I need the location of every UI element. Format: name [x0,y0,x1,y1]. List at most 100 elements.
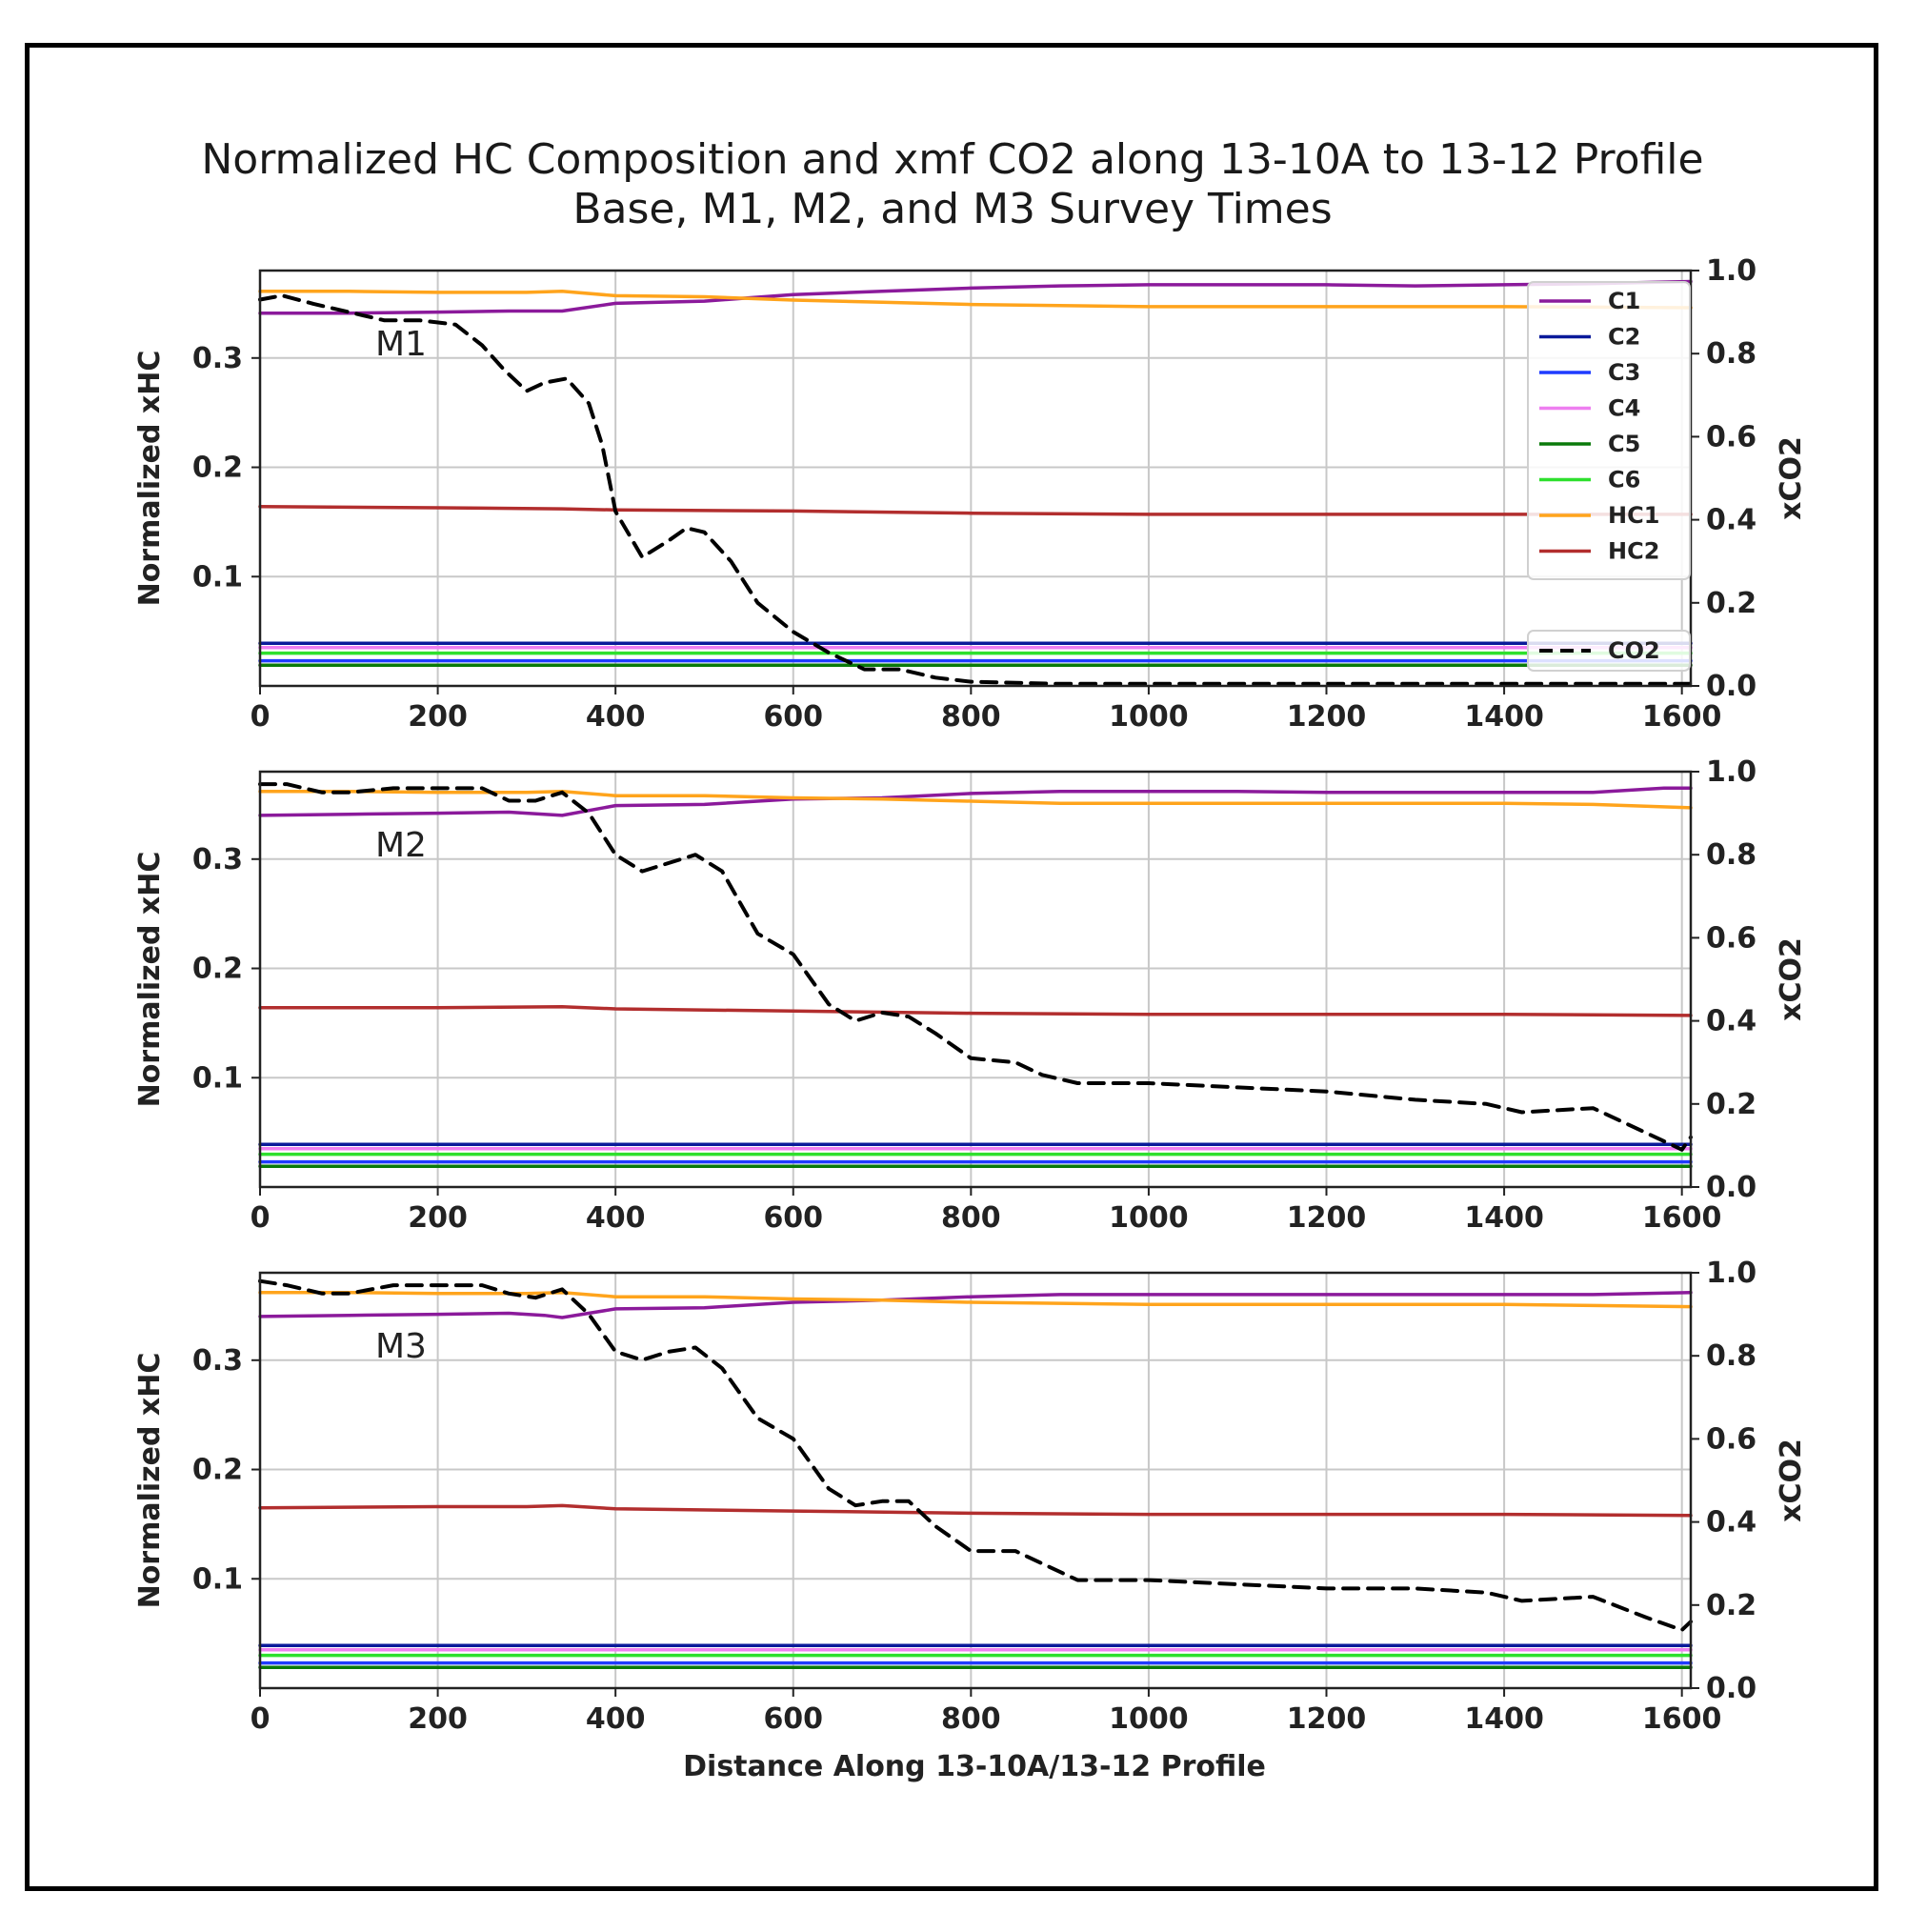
x-tick-label: 800 [941,1201,1001,1235]
x-tick-label: 1200 [1287,1702,1367,1736]
y-right-tick-label: 0.4 [1706,1506,1756,1540]
x-tick-label: 600 [763,700,823,734]
x-tick-label: 1400 [1464,700,1544,734]
legend-label: CO2 [1608,637,1660,664]
y-right-tick-label: 0.2 [1706,587,1756,620]
y-right-tick-label: 0.4 [1706,504,1756,537]
y-right-tick-label: 0.8 [1706,838,1756,872]
plot-frame [258,269,1693,688]
y-right-axis-title: xCO2 [1775,1439,1808,1522]
y-right-tick-label: 1.0 [1706,1257,1756,1290]
x-tick-label: 1600 [1642,700,1722,734]
series-line-hc1 [258,789,1693,810]
panel-label: M1 [375,325,427,364]
x-tick-label: 200 [408,700,468,734]
y-left-tick-label: 0.3 [192,1344,243,1378]
y-right-tick-label: 0.0 [1706,1672,1756,1705]
series-line-co2 [258,293,1693,686]
y-right-tick-label: 1.0 [1706,755,1756,789]
x-tick-label: 0 [251,1702,271,1736]
x-tick-label: 1600 [1642,1201,1722,1235]
y-right-tick-label: 1.0 [1706,254,1756,288]
y-left-tick-label: 0.2 [192,953,243,986]
x-tick-label: 0 [251,1201,271,1235]
legend-label: C4 [1608,395,1640,422]
y-right-tick-label: 0.2 [1706,1088,1756,1121]
chart-title-line-1: Normalized HC Composition and xmf CO2 al… [201,135,1703,184]
legend-co2: CO2 [1527,630,1691,672]
x-tick-label: 600 [763,1201,823,1235]
x-tick-label: 0 [251,700,271,734]
grid [259,1273,1691,1688]
series-line-hc1 [258,1290,1693,1309]
legend-label: HC1 [1608,502,1659,529]
legend-label: C1 [1608,288,1640,314]
x-tick-label: 1200 [1287,1201,1367,1235]
x-tick-label: 1000 [1109,700,1189,734]
legend-box [1527,281,1691,580]
panel-label: M3 [375,1327,427,1366]
plot-frame [258,1271,1693,1690]
x-tick-label: 1000 [1109,1201,1189,1235]
x-tick-label: 400 [586,1702,646,1736]
y-right-tick-label: 0.6 [1706,921,1756,955]
x-tick-label: 600 [763,1702,823,1736]
y-right-tick-label: 0.4 [1706,1005,1756,1038]
y-left-tick-label: 0.2 [192,1454,243,1487]
series-line-hc2 [258,1004,1693,1017]
y-right-axis-title: xCO2 [1775,937,1808,1021]
y-right-tick-label: 0.0 [1706,670,1756,703]
y-right-tick-label: 0.6 [1706,420,1756,453]
y-right-tick-label: 0.8 [1706,1339,1756,1373]
y-left-tick-label: 0.3 [192,342,243,375]
figure-frame [25,43,1878,1891]
series-line-hc2 [258,1503,1693,1518]
y-right-tick-label: 0.2 [1706,1589,1756,1622]
x-tick-label: 800 [941,1702,1001,1736]
y-left-tick-label: 0.1 [192,1562,243,1596]
x-tick-label: 1400 [1464,1702,1544,1736]
legend-hc: C1 C2 C3 C4 C5 C6 HC1 HC2 [1527,281,1691,580]
series-line-co2 [258,1278,1693,1632]
grid [259,772,1691,1187]
y-left-tick-label: 0.1 [192,1061,243,1095]
x-tick-label: 1600 [1642,1702,1722,1736]
series-group [258,1278,1693,1669]
legend-label: C2 [1608,324,1640,351]
panel-m3: 0 200 400 600 800 1000 1200 1400 1600 0.1 0.2 0.3 0.… [133,1257,1808,1736]
series-line-c1 [258,279,1693,315]
y-right-tick-label: 0.0 [1706,1171,1756,1204]
x-tick-label: 800 [941,700,1001,734]
chart-title-line-2: Base, M1, M2, and M3 Survey Times [572,185,1332,233]
y-left-tick-label: 0.1 [192,560,243,594]
y-right-tick-label: 0.6 [1706,1422,1756,1456]
x-tick-label: 1400 [1464,1201,1544,1235]
y-left-axis-title: Normalized xHC [133,852,167,1108]
y-left-tick-label: 0.3 [192,843,243,876]
legend-label: C6 [1608,467,1640,493]
y-right-axis-title: xCO2 [1775,436,1808,520]
legend-label: HC2 [1608,538,1659,565]
x-tick-label: 1200 [1287,700,1367,734]
panel-m2: 0 200 400 600 800 1000 1200 1400 1600 0.1 0.2 0.3 0.… [133,755,1808,1235]
chart-panels: 0 200 400 600 800 1000 1200 1400 1600 0.1 0.2 0.3 0.… [133,254,1808,1736]
series-line-c1 [258,786,1693,817]
x-tick-label: 400 [586,1201,646,1235]
y-left-tick-label: 0.2 [192,452,243,485]
y-right-tick-label: 0.8 [1706,337,1756,371]
panel-m1: 0 200 400 600 800 1000 1200 1400 1600 0.1 0.2 0.3 0.… [133,254,1808,734]
series-line-hc1 [258,290,1693,310]
series-group [258,782,1693,1168]
x-tick-label: 400 [586,700,646,734]
panel-label: M2 [375,826,427,865]
y-left-axis-title: Normalized xHC [133,1353,167,1609]
series-line-hc2 [258,505,1693,516]
x-tick-label: 200 [408,1201,468,1235]
legend-label: C5 [1608,431,1640,457]
y-left-axis-title: Normalized xHC [133,351,167,607]
x-axis-title: Distance Along 13-10A/13-12 Profile [683,1750,1266,1783]
legend-box [1527,630,1691,672]
x-tick-label: 200 [408,1702,468,1736]
x-tick-label: 1000 [1109,1702,1189,1736]
